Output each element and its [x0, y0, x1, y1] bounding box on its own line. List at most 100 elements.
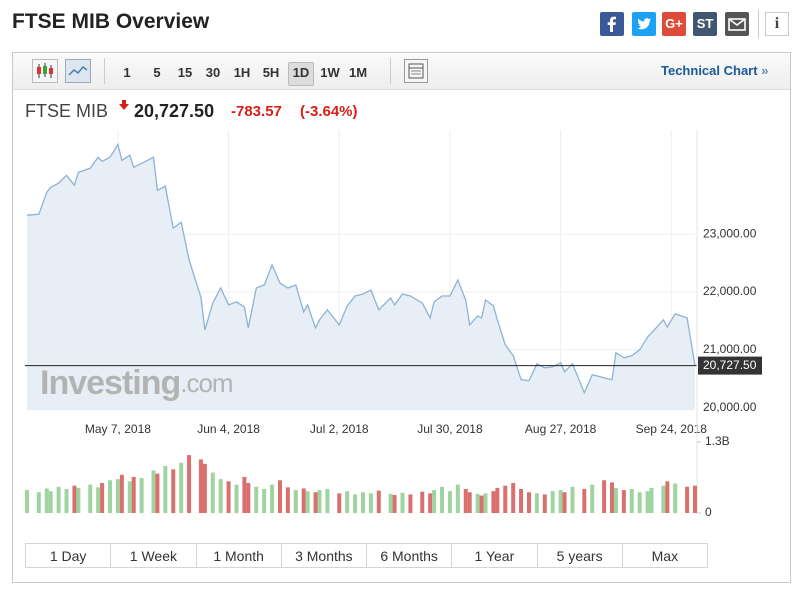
volume-bar	[467, 492, 472, 513]
link-text[interactable]: Technical Chart	[661, 63, 758, 78]
volume-bar	[254, 486, 259, 513]
x-tick-label: Jun 4, 2018	[197, 422, 260, 436]
volume-bar	[72, 485, 77, 513]
volume-bar	[88, 484, 93, 513]
volume-bar	[685, 486, 690, 513]
range-button[interactable]: 1 Day	[25, 543, 112, 568]
volume-bar	[76, 487, 81, 513]
watermark-brand: Investing.com	[40, 364, 233, 402]
volume-bar	[325, 488, 330, 513]
info-button[interactable]: i	[765, 12, 789, 36]
volume-bar	[661, 485, 666, 513]
volume-bar	[171, 469, 176, 513]
stocktwits-share[interactable]: ST	[693, 12, 717, 36]
volume-bar	[526, 492, 531, 513]
volume-bar	[131, 476, 136, 513]
range-button[interactable]: Max	[621, 543, 708, 568]
interval-button[interactable]: 1W	[320, 65, 340, 80]
volume-bar	[602, 480, 607, 513]
range-button[interactable]: 1 Week	[110, 543, 197, 568]
twitter-share[interactable]	[632, 12, 656, 36]
volume-bar	[317, 490, 322, 513]
volume-bar	[503, 485, 508, 513]
interval-button[interactable]: 30	[205, 65, 221, 80]
volume-bar	[400, 492, 405, 513]
interval-button[interactable]: 1	[123, 65, 131, 80]
volume-bar	[673, 483, 678, 513]
toolbar	[13, 53, 790, 90]
volume-bar	[693, 485, 697, 513]
down-arrow	[119, 100, 129, 110]
price-area	[27, 144, 695, 410]
volume-bar	[305, 491, 310, 513]
volume-bar	[570, 486, 575, 513]
volume-bar	[179, 462, 184, 513]
volume-bar	[277, 480, 282, 513]
volume-bar	[96, 487, 101, 513]
volume-bar	[649, 487, 654, 513]
volume-bar	[420, 491, 425, 513]
interval-button[interactable]: 5	[153, 65, 161, 80]
volume-tick-label: 0	[705, 505, 712, 519]
volume-bar	[115, 479, 120, 513]
volume-bar	[432, 490, 437, 513]
layout-button[interactable]	[404, 59, 428, 83]
last-price-box	[698, 356, 762, 375]
divider	[758, 10, 759, 38]
watermark-suffix: .com	[180, 368, 232, 398]
line-type-button[interactable]	[65, 59, 91, 83]
range-button[interactable]: 5 years	[536, 543, 623, 568]
volume-bar	[613, 487, 618, 513]
volume-bar	[550, 491, 555, 513]
interval-button[interactable]: 1D	[288, 62, 314, 86]
last-price-label: 20,727.50	[703, 358, 757, 372]
volume-bar	[483, 493, 488, 513]
volume-bar	[139, 478, 144, 513]
interval-button[interactable]: 1M	[348, 65, 368, 80]
page-title: FTSE MIB Overview	[12, 10, 210, 33]
range-button[interactable]: 1 Month	[195, 543, 282, 568]
range-button[interactable]: 6 Months	[366, 543, 453, 568]
price-change-percent: (-3.64%)	[300, 103, 358, 120]
volume-bar	[360, 492, 365, 513]
y-tick-label: 23,000.00	[703, 226, 757, 240]
volume-bar	[495, 487, 500, 513]
volume-bar	[337, 493, 342, 513]
range-button[interactable]: 1 Year	[451, 543, 538, 568]
email-share[interactable]	[725, 12, 749, 36]
volume-bar	[242, 476, 247, 513]
volume-bar	[388, 493, 393, 513]
y-tick-label: 20,000.00	[703, 400, 757, 414]
divider	[104, 58, 105, 84]
google-plus-share[interactable]: G+	[662, 12, 686, 36]
volume-bar	[479, 495, 484, 513]
volume-bar	[408, 494, 413, 513]
volume-bar	[234, 484, 239, 513]
volume-bar	[609, 482, 614, 513]
volume-bar	[36, 492, 41, 513]
volume-bar	[558, 490, 563, 513]
x-tick-label: Jul 30, 2018	[417, 422, 483, 436]
volume-bar	[590, 484, 595, 513]
volume-bar	[163, 466, 168, 513]
volume-bar	[447, 491, 452, 513]
interval-button[interactable]: 1H	[233, 65, 251, 80]
volume-bar	[210, 472, 215, 513]
price-line	[26, 142, 696, 395]
range-button[interactable]: 3 Months	[280, 543, 367, 568]
volume-bar	[270, 484, 275, 513]
technical-chart-link[interactable]: Technical Chart »	[661, 63, 768, 78]
interval-button[interactable]: 5H	[262, 65, 280, 80]
chart-widget	[12, 52, 791, 583]
volume-bar	[637, 492, 642, 513]
volume-bar	[629, 488, 634, 513]
volume-bar	[155, 473, 160, 513]
link-arrow: »	[761, 63, 769, 78]
volume-bar	[301, 488, 306, 513]
x-tick-label: Aug 27, 2018	[525, 422, 597, 436]
facebook-share[interactable]	[600, 12, 624, 36]
candlestick-type-button[interactable]	[32, 59, 58, 83]
volume-bar	[100, 482, 105, 513]
volume-bar	[455, 484, 460, 513]
interval-button[interactable]: 15	[177, 65, 193, 80]
